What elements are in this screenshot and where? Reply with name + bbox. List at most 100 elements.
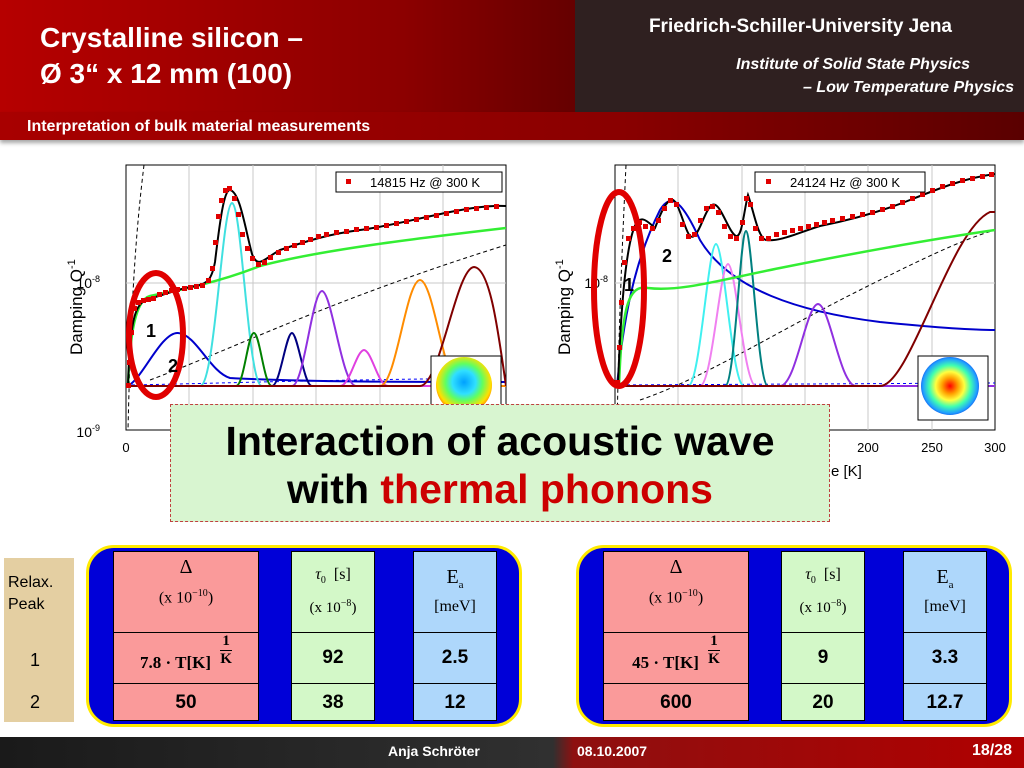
ea-column: Ea [meV] 2.5 12	[413, 551, 497, 721]
plot-right-xtick-200: 200	[857, 440, 879, 455]
relax-row-1: 1	[30, 650, 41, 670]
plot-left-ytick-upper: 10-8	[76, 274, 100, 291]
page-number: 18/28	[971, 742, 1012, 759]
plot-left-legend	[335, 171, 503, 193]
tau-header: τ0 [s]	[805, 566, 841, 587]
university-name: Friedrich-Schiller-University Jena	[648, 16, 952, 37]
plot-right: 24124 Hz @ 300 K 10-8 200 250 300 e [K] …	[554, 164, 1006, 480]
relaxation-peak-panel	[4, 558, 74, 722]
tau-column: τ0 [s] (x 10−8) 92 38	[291, 551, 375, 721]
ea-row-2: 12	[414, 683, 496, 722]
tau-row-2: 38	[292, 683, 374, 722]
relax-row-2: 2	[30, 692, 41, 712]
plot-left-xtick-0: 0	[122, 440, 129, 455]
tau-row-1: 92	[292, 632, 374, 683]
ea-row-1: 2.5	[414, 632, 496, 683]
footer-date: 08.10.2007	[577, 743, 648, 759]
plot-left-peak-label-2: 2	[168, 356, 178, 376]
plot-right-peak-highlight	[591, 189, 647, 389]
ea-unit: [meV]	[434, 598, 476, 615]
ea-unit: [meV]	[924, 598, 966, 615]
plot-left-curve-cyan	[126, 201, 506, 387]
plot-right-peak-label-1: 1	[624, 275, 634, 295]
plot-right-xtick-250: 250	[921, 440, 943, 455]
header-banner	[0, 0, 575, 112]
plot-right-curve-background	[617, 228, 995, 387]
plot-right-legend-label: 24124 Hz @ 300 K	[790, 175, 900, 190]
plot-left-curve-peak2	[126, 331, 506, 387]
plot-left-ytick-lower: 10-9	[76, 423, 100, 440]
plot-left-curve-green-small	[126, 331, 506, 387]
ea-row-2: 12.7	[904, 683, 986, 722]
ea-column: Ea [meV] 3.3 12.7	[903, 551, 987, 721]
plot-right-legend	[754, 171, 926, 193]
plot-right-curve-darkred	[615, 211, 995, 387]
slide-title: Crystalline silicon – Ø 3“ x 12 mm (100)	[40, 20, 303, 92]
plot-left-peak-label-1: 1	[146, 321, 156, 341]
footer-author: Anja Schröter	[388, 743, 480, 759]
tau-row-2: 20	[782, 683, 864, 722]
plot-right-data-points	[615, 172, 994, 385]
delta-row-2: 600	[604, 683, 748, 722]
footer-bar	[0, 737, 1024, 768]
plot-left-curve-background	[126, 226, 506, 387]
title-line-1: Crystalline silicon –	[40, 22, 303, 53]
callout-prefix: with	[287, 466, 381, 512]
subtitle-bar: Interpretation of bulk material measurem…	[0, 112, 1024, 140]
plot-left-peak-highlight	[126, 270, 186, 400]
plot-right-curve-pink	[615, 262, 995, 387]
plot-right-curve-fit	[617, 173, 995, 387]
tau-header: τ0 [s]	[315, 566, 351, 587]
delta-row-2: 50	[114, 683, 258, 722]
tau-column: τ0 [s] (x 10−8) 9 20	[781, 551, 865, 721]
plot-right-curve-cyan	[615, 242, 995, 387]
tau-multiplier: (x 10−8)	[799, 598, 847, 616]
plot-right-legend-marker	[766, 179, 771, 184]
interaction-callout: Interaction of acoustic wave with therma…	[170, 404, 830, 522]
plot-left-legend-label: 14815 Hz @ 300 K	[370, 175, 480, 190]
relax-title-line-2: Peak	[8, 596, 45, 613]
plot-left-dotted-base	[126, 377, 506, 386]
delta-header: Δ	[179, 556, 193, 578]
tau-multiplier: (x 10−8)	[309, 598, 357, 616]
delta-unit: (x 10−10)	[648, 588, 704, 607]
ea-row-1: 3.3	[904, 632, 986, 683]
delta-header: Δ	[669, 556, 683, 578]
slide-subtitle: Interpretation of bulk material measurem…	[27, 118, 371, 135]
plot-right-peak-label-2: 2	[662, 246, 672, 266]
plot-right-ylabel: Damping Q-1	[554, 259, 574, 355]
institute-line-2: – Low Temperature Physics	[802, 79, 1014, 96]
callout-highlight: thermal phonons	[380, 466, 713, 512]
plot-left-mode-image	[436, 357, 492, 413]
plot-right-dashed-rise	[639, 229, 995, 401]
plot-right-xtick-300: 300	[984, 440, 1006, 455]
relax-title-line-1: Relax.	[8, 574, 54, 591]
plot-right-curve-peak2	[616, 200, 995, 387]
plot-left-legend-marker	[346, 179, 351, 184]
plot-right-curve-violet	[615, 302, 995, 387]
plot-right-xlabel: e [K]	[831, 463, 862, 480]
ea-header: Ea	[936, 566, 954, 591]
title-line-2: Ø 3“ x 12 mm (100)	[40, 58, 293, 89]
plot-left-curve-fit	[127, 188, 506, 387]
institution-banner	[575, 0, 1024, 112]
plot-left-curve-magenta	[126, 348, 506, 387]
callout-line-1: Interaction of acoustic wave	[225, 418, 775, 464]
plot-left: 14815 Hz @ 300 K 10-8 10-9 0 Damping Q-1…	[66, 164, 507, 455]
plot-left-ylabel: Damping Q-1	[66, 259, 86, 355]
tau-row-1: 9	[782, 632, 864, 683]
plot-right-curve-teal	[615, 229, 995, 387]
ea-header: Ea	[446, 566, 464, 591]
delta-unit: (x 10−10)	[158, 588, 214, 607]
institute-line-1: Institute of Solid State Physics	[736, 56, 970, 73]
plot-left-dashed-rise	[149, 244, 506, 381]
plot-left-curve-navy	[126, 331, 506, 387]
plot-left-curve-violet	[126, 289, 506, 387]
